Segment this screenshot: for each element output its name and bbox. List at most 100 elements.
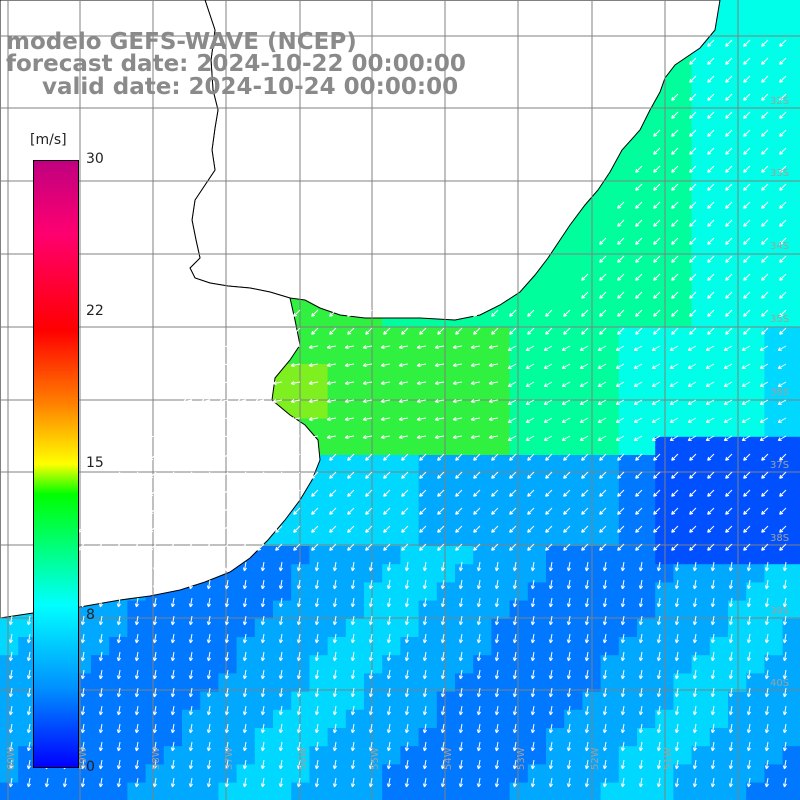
wind-cell <box>673 91 693 110</box>
wind-arrow <box>674 687 679 698</box>
wind-arrow <box>512 723 517 734</box>
wind-cell <box>182 728 201 747</box>
wind-cell <box>382 746 401 765</box>
wind-arrow <box>689 165 697 173</box>
wind-arrow <box>689 57 697 65</box>
wind-cell <box>527 546 547 565</box>
wind-cell <box>728 145 747 165</box>
wind-cell <box>673 491 693 511</box>
wind-arrow <box>779 273 787 281</box>
wind-arrow <box>509 489 517 497</box>
wind-arrow <box>116 561 121 572</box>
wind-arrow <box>257 309 265 317</box>
wind-arrow <box>476 741 481 752</box>
wind-arrow <box>257 525 265 533</box>
wind-arrow <box>512 777 517 788</box>
wind-cell <box>163 764 183 784</box>
wind-arrow <box>707 291 715 299</box>
wind-cell <box>345 691 365 711</box>
wind-arrow <box>242 669 247 680</box>
wind-cell <box>491 309 511 329</box>
wind-arrow <box>470 363 481 368</box>
wind-arrow <box>545 471 553 479</box>
wind-cell <box>309 637 329 656</box>
wind-arrow <box>617 237 625 245</box>
wind-arrow <box>635 255 643 263</box>
wind-cell <box>673 673 693 693</box>
wind-arrow <box>527 453 535 461</box>
wind-arrow <box>488 435 499 440</box>
wind-cell <box>218 582 238 602</box>
wind-arrow <box>633 435 643 441</box>
wind-cell <box>455 546 474 565</box>
wind-arrow <box>579 435 589 441</box>
wind-cell <box>327 728 347 747</box>
wind-cell <box>546 764 565 784</box>
wind-cell <box>309 327 329 347</box>
wind-cell <box>546 309 565 329</box>
wind-arrow <box>638 723 643 734</box>
wind-arrow <box>260 633 265 644</box>
wind-arrow <box>224 633 229 644</box>
wind-cell <box>673 637 693 656</box>
wind-cell <box>746 127 765 147</box>
wind-cell <box>746 163 765 183</box>
wind-arrow <box>200 381 211 386</box>
wind-arrow <box>278 669 283 680</box>
wind-arrow <box>476 561 481 572</box>
wind-arrow <box>599 327 607 335</box>
wind-arrow <box>689 507 697 515</box>
wind-cell <box>418 564 438 583</box>
wind-arrow <box>638 633 643 644</box>
wind-arrow <box>98 759 103 770</box>
wind-cell <box>91 691 110 711</box>
wind-cell <box>728 127 747 147</box>
wind-arrow <box>764 597 769 608</box>
wind-cell <box>273 618 292 638</box>
wind-arrow <box>368 579 373 590</box>
wind-arrow <box>200 399 211 404</box>
wind-arrow <box>509 453 517 461</box>
wind-arrow <box>759 381 769 387</box>
wind-arrow <box>98 561 103 572</box>
wind-cell <box>327 527 347 547</box>
wind-arrow <box>764 687 769 698</box>
wind-cell <box>746 236 765 256</box>
wind-arrow <box>705 399 715 405</box>
wind-arrow <box>170 561 175 572</box>
wind-cell <box>746 18 765 37</box>
wind-cell <box>564 600 583 620</box>
wind-cell <box>200 709 219 729</box>
wind-cell <box>709 327 729 347</box>
wind-arrow <box>98 597 103 608</box>
wind-arrow <box>689 129 697 137</box>
wind-cell <box>600 436 620 456</box>
wind-cell <box>509 618 529 638</box>
wind-arrow <box>689 93 697 101</box>
wind-arrow <box>350 741 355 752</box>
wind-arrow <box>705 435 715 441</box>
wind-arrow <box>185 525 193 533</box>
wind-cell <box>746 473 765 492</box>
wind-arrow <box>278 741 283 752</box>
wind-cell <box>400 655 420 674</box>
wind-cell <box>418 527 438 547</box>
wind-arrow <box>512 561 517 572</box>
wind-arrow <box>635 327 643 335</box>
wind-arrow <box>152 579 157 590</box>
wind-arrow <box>584 759 589 770</box>
wind-arrow <box>602 561 607 572</box>
wind-arrow <box>254 417 265 422</box>
wind-cell <box>345 400 365 420</box>
wind-arrow <box>221 471 229 479</box>
wind-cell <box>782 600 800 620</box>
wind-cell <box>600 364 620 383</box>
wind-arrow <box>314 633 319 644</box>
wind-arrow <box>527 525 535 533</box>
wind-arrow <box>581 453 589 461</box>
wind-arrow <box>597 417 607 423</box>
wind-arrow <box>494 759 499 770</box>
wind-arrow <box>422 741 427 752</box>
wind-arrow <box>710 723 715 734</box>
wind-arrow <box>764 669 769 680</box>
